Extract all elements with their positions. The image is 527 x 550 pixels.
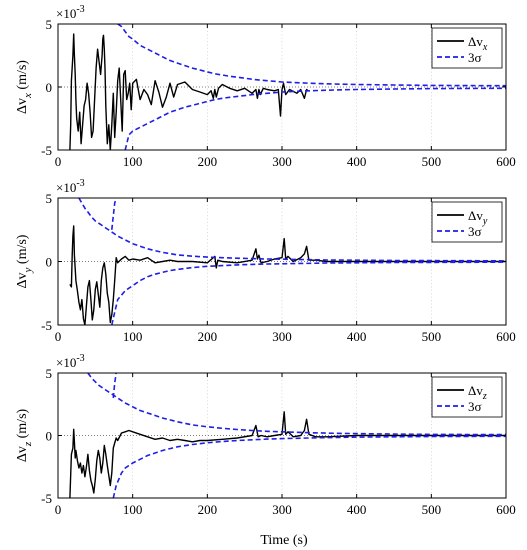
y-tick-label: 5 — [46, 366, 53, 381]
series-line-2 — [87, 373, 506, 436]
y-exponent-power: -3 — [76, 4, 84, 15]
series-line-3 — [124, 87, 506, 150]
series-line-2 — [78, 198, 506, 262]
y-axis-title: Δvx (m/s) — [15, 60, 34, 114]
legend-label-main: Δv — [468, 383, 483, 398]
x-tick-label: 100 — [123, 329, 143, 344]
legend-label-sub: z — [482, 391, 487, 402]
x-axis-title: Time (s) — [260, 533, 308, 548]
legend-label-1: Δvz — [468, 383, 487, 402]
y-tick-label: 0 — [46, 80, 53, 95]
x-tick-label: 0 — [55, 154, 62, 169]
legend-label-1: Δvy — [468, 208, 488, 227]
y-tick-label: 5 — [46, 191, 53, 206]
legend-label-main: 3σ — [468, 224, 482, 239]
x-tick-label: 500 — [422, 154, 442, 169]
x-tick-label: 200 — [198, 502, 218, 517]
y-axis-title-sub: y — [22, 267, 34, 273]
y-axis-title: Δvy (m/s) — [15, 234, 34, 288]
legend-label-main: Δv — [468, 208, 483, 223]
y-axis-title-unit: (m/s) — [15, 408, 30, 441]
y-tick-label: -5 — [41, 318, 52, 333]
y-axis-title-unit: (m/s) — [15, 234, 30, 267]
series-line-3 — [111, 198, 117, 230]
legend-label-2: 3σ — [468, 224, 482, 239]
y-exponent-power: -3 — [76, 178, 84, 189]
legend-label-1: Δvx — [468, 34, 488, 53]
x-tick-label: 0 — [55, 329, 62, 344]
y-axis-title: Δvz (m/s) — [15, 408, 34, 462]
x-tick-label: 600 — [496, 502, 516, 517]
x-tick-label: 0 — [55, 502, 62, 517]
x-tick-label: 400 — [347, 502, 367, 517]
y-axis-title-unit: (m/s) — [15, 60, 30, 93]
y-exponent-power: -3 — [76, 353, 84, 364]
series-line-1 — [69, 225, 506, 325]
y-axis-title-main: Δv — [15, 98, 30, 114]
legend-label-sub: x — [482, 42, 488, 53]
y-tick-label: -5 — [41, 491, 52, 506]
x-tick-label: 600 — [496, 154, 516, 169]
series-group — [69, 373, 506, 498]
y-tick-label: 5 — [46, 17, 53, 32]
y-exponent-label: ×10-3 — [56, 178, 85, 195]
x-tick-label: 100 — [123, 154, 143, 169]
x-tick-label: 600 — [496, 329, 516, 344]
y-exponent-label: ×10-3 — [56, 4, 85, 21]
legend-label-main: 3σ — [468, 50, 482, 65]
x-tick-label: 100 — [123, 502, 143, 517]
y-axis-title-main: Δv — [15, 272, 30, 288]
series-line-2 — [117, 24, 506, 87]
x-tick-label: 200 — [198, 329, 218, 344]
y-tick-label: 0 — [46, 255, 53, 270]
x-tick-label: 400 — [347, 154, 367, 169]
legend-box — [431, 27, 503, 69]
x-tick-label: 500 — [422, 329, 442, 344]
y-tick-label: 0 — [46, 429, 53, 444]
legend-box — [431, 201, 503, 243]
x-tick-label: 500 — [422, 502, 442, 517]
series-group — [69, 24, 506, 150]
x-tick-label: 300 — [272, 329, 292, 344]
legend-box — [431, 376, 503, 418]
series-line-4 — [111, 261, 506, 325]
y-tick-label: -5 — [41, 143, 52, 158]
series-line-4 — [112, 435, 506, 498]
y-exponent-label: ×10-3 — [56, 353, 85, 370]
x-tick-label: 200 — [198, 154, 218, 169]
x-tick-label: 400 — [347, 329, 367, 344]
legend-label-2: 3σ — [468, 399, 482, 414]
y-axis-title-main: Δv — [15, 446, 30, 462]
series-line-1 — [69, 411, 506, 498]
series-group — [69, 198, 506, 325]
y-axis-title-sub: z — [22, 441, 34, 447]
y-axis-title-sub: x — [22, 93, 34, 99]
legend-label-2: 3σ — [468, 50, 482, 65]
series-line-1 — [69, 33, 309, 150]
legend-label-main: Δv — [468, 34, 483, 49]
legend-label-sub: y — [482, 216, 488, 227]
legend-label-main: 3σ — [468, 399, 482, 414]
x-tick-label: 300 — [272, 502, 292, 517]
x-axis-title-group: Time (s) — [260, 533, 308, 548]
x-tick-label: 300 — [272, 154, 292, 169]
